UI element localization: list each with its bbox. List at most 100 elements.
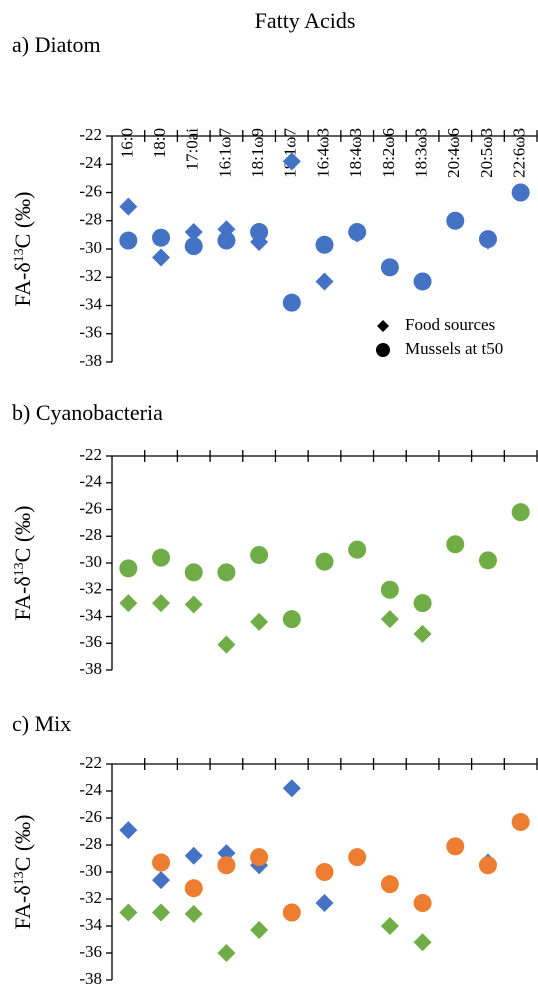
- circle-marker: [348, 540, 367, 559]
- y-tick-label: -24: [79, 472, 102, 491]
- diamond-marker: [315, 894, 334, 913]
- diamond-marker: [380, 917, 399, 935]
- circle-marker: [184, 237, 203, 256]
- y-tick-label: -22: [79, 445, 102, 464]
- diamond-marker: [152, 248, 171, 267]
- y-tick-label: -32: [79, 266, 102, 285]
- diamond-marker: [315, 272, 334, 291]
- y-tick-label: -24: [79, 153, 102, 172]
- y-tick-label: -30: [79, 552, 102, 571]
- y-tick-label: -32: [79, 579, 102, 598]
- circle-marker: [380, 258, 399, 277]
- circle-marker: [184, 563, 203, 582]
- circle-marker: [315, 863, 334, 881]
- circle-marker: [152, 228, 171, 247]
- y-axis-title-part: 13: [12, 871, 27, 885]
- x-tick-label: 18:1ω9: [248, 128, 267, 178]
- x-tick-label: 16:4ω3: [313, 128, 332, 178]
- legend-label: Mussels at t50: [405, 339, 503, 358]
- circle-marker: [250, 848, 269, 867]
- y-tick-label: -30: [79, 238, 102, 257]
- circle-marker: [446, 535, 465, 554]
- circle-marker: [380, 875, 399, 894]
- circle-marker: [152, 548, 171, 567]
- circle-marker: [413, 272, 432, 291]
- circle-marker: [250, 223, 269, 242]
- y-axis-title: FA-δ13C (‰): [10, 191, 35, 306]
- circle-marker: [217, 563, 236, 582]
- circle-marker: [315, 552, 334, 571]
- y-tick-label: -30: [79, 861, 102, 880]
- y-axis-title-part: 13: [12, 248, 27, 262]
- circle-marker: [348, 848, 367, 867]
- diamond-marker: [250, 612, 269, 631]
- panel-title: c) Mix: [12, 711, 71, 736]
- circle-marker: [282, 610, 301, 629]
- x-tick-label: 18:1ω7: [281, 128, 300, 178]
- circle-marker: [184, 879, 203, 898]
- y-axis-title-part: 13: [12, 562, 27, 576]
- y-tick-label: -28: [79, 834, 102, 853]
- diamond-marker: [152, 871, 171, 890]
- y-tick-label: -38: [79, 659, 102, 678]
- y-tick-label: -36: [79, 942, 102, 961]
- y-tick-label: -36: [79, 632, 102, 651]
- diamond-marker: [413, 624, 432, 643]
- y-axis-title: FA-δ13C (‰): [10, 814, 35, 929]
- legend-label: Food sources: [405, 315, 495, 334]
- y-axis-title-part: C (‰): [10, 505, 35, 562]
- panel-title: a) Diatom: [12, 32, 101, 57]
- circle-marker: [511, 813, 530, 832]
- diamond-marker: [152, 903, 171, 922]
- circle-marker: [511, 183, 530, 202]
- circle-marker: [315, 235, 334, 254]
- circle-marker: [282, 293, 301, 312]
- y-tick-label: -24: [79, 780, 102, 799]
- x-tick-label: 17:0ai: [183, 128, 202, 171]
- y-tick-label: -32: [79, 888, 102, 907]
- y-tick-label: -22: [79, 753, 102, 772]
- circle-marker: [478, 551, 497, 570]
- y-tick-label: -36: [79, 323, 102, 342]
- circle-marker: [119, 231, 138, 250]
- diamond-marker: [380, 610, 399, 629]
- y-tick-label: -38: [79, 351, 102, 370]
- x-tick-label: 16:0: [117, 128, 136, 158]
- y-tick-label: -26: [79, 181, 102, 200]
- circle-marker: [446, 211, 465, 230]
- diamond-marker: [184, 595, 203, 614]
- diamond-marker: [282, 152, 301, 171]
- x-axis-title: Fatty Acids: [255, 8, 356, 33]
- y-tick-label: -34: [79, 294, 102, 313]
- x-tick-label: 16:1ω7: [215, 128, 234, 178]
- y-tick-label: -28: [79, 210, 102, 229]
- y-tick-label: -26: [79, 807, 102, 826]
- y-tick-label: -22: [79, 125, 102, 144]
- diamond-marker: [119, 821, 138, 840]
- x-tick-label: 18:0: [150, 128, 169, 158]
- legend-marker: [376, 343, 390, 357]
- circle-marker: [152, 853, 171, 872]
- circle-marker: [217, 856, 236, 875]
- circle-marker: [478, 230, 497, 249]
- y-tick-label: -26: [79, 498, 102, 517]
- x-tick-label: 18:4ω3: [346, 128, 365, 178]
- diamond-marker: [250, 921, 269, 940]
- diamond-marker: [184, 904, 203, 923]
- circle-marker: [413, 594, 432, 613]
- diamond-marker: [152, 594, 171, 613]
- diamond-marker: [282, 779, 301, 798]
- x-tick-label: 20:5ω3: [477, 128, 496, 178]
- y-axis-title-part: FA-δ: [10, 885, 35, 929]
- y-tick-label: -28: [79, 525, 102, 544]
- y-tick-label: -34: [79, 605, 102, 624]
- x-tick-label: 18:2ω6: [379, 128, 398, 178]
- panel-title: b) Cyanobacteria: [12, 400, 163, 425]
- y-axis-title-part: FA-δ: [10, 262, 35, 306]
- circle-marker: [119, 559, 138, 578]
- x-tick-label: 18:3ω3: [411, 128, 430, 178]
- diamond-marker: [217, 635, 236, 654]
- diamond-marker: [413, 933, 432, 952]
- diamond-marker: [217, 944, 236, 962]
